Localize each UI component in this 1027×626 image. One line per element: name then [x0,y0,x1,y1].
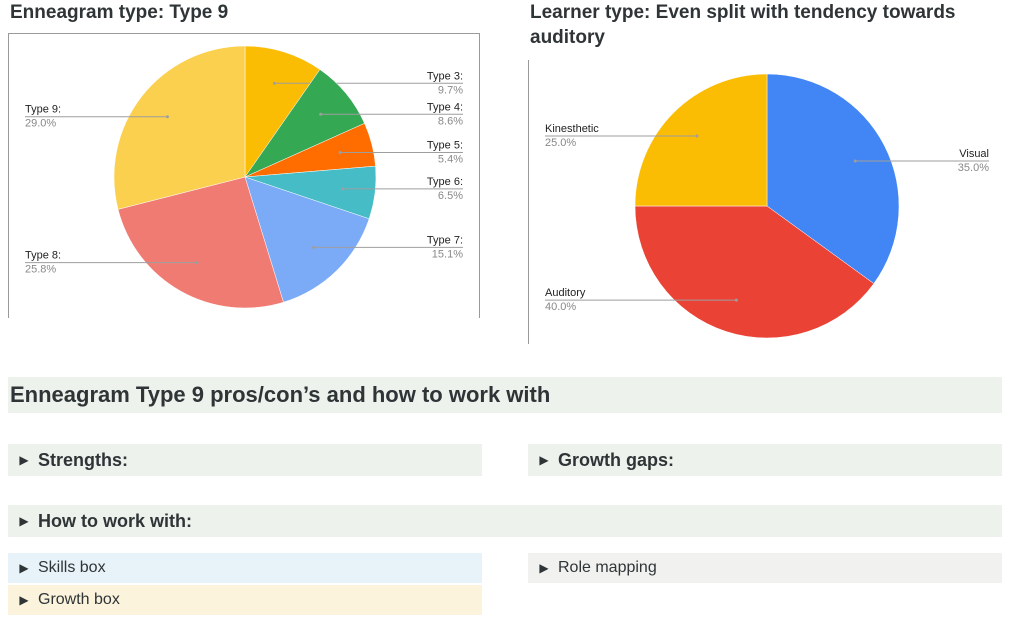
triangle-right-icon[interactable]: ▶ [19,593,29,607]
enneagram-chart-frame: Type 3: 9.7% Type 4: 8.6% Type 5: 5.4% Type 6:… [8,33,480,318]
enneagram-slice-type-8 [117,176,284,309]
enneagram-value-type-3: 9.7% [438,84,463,96]
enneagram-label-type-5: Type 5: [427,139,463,151]
enneagram-label-type-8: Type 8: [25,250,61,262]
learner-value-kinesthetic: 25.0% [545,137,576,149]
enneagram-slice-type-7 [244,176,370,303]
learner-leader-dot [734,298,738,302]
enneagram-label-type-9: Type 9: [25,104,61,116]
strengths-toggle[interactable]: ▶ Strengths: [8,444,482,476]
section-heading-block: Enneagram Type 9 pros/con’s and how to w… [8,377,1002,413]
enneagram-slice-type-3 [244,45,321,178]
learner-value-visual: 35.0% [958,162,989,174]
growth-gaps-toggle[interactable]: ▶ Growth gaps: [528,444,1002,476]
enneagram-slice-type-9 [113,45,246,210]
skills-box-label: Skills box [38,559,106,576]
enneagram-value-type-7: 15.1% [432,248,463,260]
learner-leader-dot [695,134,699,138]
enneagram-label-type-4: Type 4: [427,101,463,113]
how-to-work-toggle[interactable]: ▶ How to work with: [8,505,1002,537]
growth-box-label: Growth box [38,591,120,608]
strengths-label: Strengths: [38,449,128,470]
triangle-right-icon[interactable]: ▶ [19,561,29,575]
triangle-right-icon[interactable]: ▶ [19,514,29,528]
learner-slice-auditory [634,205,875,339]
learner-slice-visual [766,73,900,284]
enneagram-value-type-4: 8.6% [438,115,463,127]
learner-chart-frame: Visual 35.0% Auditory 40.0% Kinesthetic 25.0% [528,60,1003,344]
enneagram-pie-chart: Type 3: 9.7% Type 4: 8.6% Type 5: 5.4% Type 6:… [25,45,463,309]
enneagram-value-type-9: 29.0% [25,118,56,130]
triangle-right-icon[interactable]: ▶ [539,561,549,575]
growth-gaps-label: Growth gaps: [558,449,674,470]
learner-pie-chart: Visual 35.0% Auditory 40.0% Kinesthetic 25.0% [545,73,989,339]
enneagram-label-type-3: Type 3: [427,70,463,82]
right-chart-title-line2: auditory [530,27,605,48]
role-mapping-label: Role mapping [558,559,657,576]
learner-slice-kinesthetic [634,73,768,207]
enneagram-label-type-7: Type 7: [427,234,463,246]
learner-label-auditory: Auditory [545,287,586,299]
enneagram-value-type-5: 5.4% [438,153,463,165]
right-chart-title-line1: Learner type: Even split with tendency t… [530,2,956,23]
how-to-work-label: How to work with: [38,510,192,531]
triangle-right-icon[interactable]: ▶ [19,453,29,467]
left-chart-title: Enneagram type: Type 9 [10,2,229,23]
role-mapping-toggle[interactable]: ▶ Role mapping [528,553,1002,583]
learner-label-kinesthetic: Kinesthetic [545,123,599,135]
growth-box-toggle[interactable]: ▶ Growth box [8,585,482,615]
enneagram-value-type-8: 25.8% [25,264,56,276]
enneagram-label-type-6: Type 6: [427,176,463,188]
learner-value-auditory: 40.0% [545,301,576,313]
learner-label-visual: Visual [959,148,989,160]
section-title: Enneagram Type 9 pros/con’s and how to w… [10,382,551,407]
triangle-right-icon[interactable]: ▶ [539,453,549,467]
enneagram-value-type-6: 6.5% [438,190,463,202]
skills-box-toggle[interactable]: ▶ Skills box [8,553,482,583]
